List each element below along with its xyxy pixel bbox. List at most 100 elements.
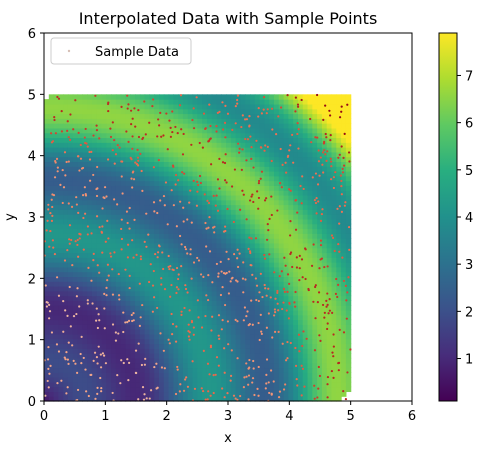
sample-point <box>183 172 186 175</box>
heatmap-cell <box>130 343 136 349</box>
sample-point <box>141 385 145 389</box>
heatmap-cell <box>293 305 299 311</box>
heatmap-cell <box>178 151 184 158</box>
sample-point <box>249 263 252 267</box>
heatmap-cell <box>192 290 198 297</box>
sample-point <box>106 263 110 266</box>
sample-point <box>278 390 282 393</box>
heatmap-cell <box>317 367 323 373</box>
heatmap-cell <box>168 99 174 105</box>
heatmap-cell <box>230 353 237 359</box>
heatmap-cell <box>269 113 275 119</box>
heatmap-cell <box>202 329 208 335</box>
heatmap-cell <box>345 309 352 316</box>
sample-point <box>298 279 301 282</box>
sample-point <box>149 263 152 266</box>
heatmap-cell <box>293 295 299 301</box>
heatmap-cell <box>321 108 328 115</box>
heatmap-cell <box>178 281 184 287</box>
heatmap-cell <box>77 329 83 335</box>
heatmap-cell <box>216 161 222 167</box>
sample-point <box>337 362 340 365</box>
heatmap-cell <box>67 94 74 100</box>
heatmap-cell <box>96 295 103 301</box>
heatmap-cell <box>125 151 131 158</box>
heatmap-cell <box>187 223 194 230</box>
heatmap-cell <box>293 156 299 163</box>
heatmap-cell <box>235 185 242 191</box>
sample-point <box>297 333 301 336</box>
heatmap-cell <box>302 286 309 292</box>
heatmap-cell <box>135 247 141 254</box>
heatmap-cell <box>307 357 313 364</box>
heatmap-cell <box>182 295 189 301</box>
heatmap-cell <box>82 252 88 258</box>
heatmap-cell <box>77 396 83 402</box>
heatmap-cell <box>139 194 146 201</box>
sample-points <box>43 93 352 402</box>
heatmap-cell <box>288 314 294 321</box>
heatmap-cell <box>168 286 174 292</box>
sample-point <box>107 237 110 240</box>
heatmap-cell <box>144 204 151 210</box>
heatmap-cell <box>67 118 74 124</box>
heatmap-cell <box>44 108 50 115</box>
heatmap-cell <box>312 266 318 273</box>
sample-point <box>285 171 288 174</box>
heatmap-cell <box>87 180 93 186</box>
heatmap-cell <box>48 223 55 230</box>
heatmap-cell <box>326 391 333 397</box>
heatmap-cell <box>101 271 107 278</box>
heatmap-cell <box>345 343 352 349</box>
heatmap-cell <box>58 118 64 124</box>
heatmap-cell <box>326 324 333 330</box>
heatmap-cell <box>149 218 155 225</box>
heatmap-cell <box>154 156 160 163</box>
heatmap-cell <box>168 238 174 244</box>
heatmap-cell <box>111 194 117 201</box>
heatmap-cell <box>111 286 117 292</box>
heatmap-cell <box>240 333 246 340</box>
heatmap-cell <box>317 295 323 301</box>
heatmap-cell <box>331 180 337 186</box>
sample-point <box>181 171 184 174</box>
heatmap-cell <box>44 372 50 378</box>
heatmap-cell <box>274 166 280 172</box>
heatmap-cell <box>115 209 122 215</box>
heatmap-cell <box>283 281 289 287</box>
heatmap-cell <box>278 166 285 172</box>
heatmap-cell <box>264 329 270 335</box>
heatmap-cell <box>168 166 174 172</box>
heatmap-cell <box>192 108 198 115</box>
heatmap-cell <box>283 156 289 163</box>
heatmap-cell <box>182 113 189 119</box>
heatmap-cell <box>82 242 88 249</box>
heatmap-cell <box>101 214 107 220</box>
heatmap-cell <box>101 156 107 163</box>
sample-point <box>96 264 99 267</box>
heatmap-cell <box>345 367 352 373</box>
sample-point <box>257 107 260 110</box>
heatmap-cell <box>178 137 184 143</box>
heatmap-cell <box>302 343 309 349</box>
heatmap-cell <box>130 286 136 292</box>
heatmap-cell <box>264 171 270 177</box>
heatmap-cell <box>211 118 218 124</box>
heatmap-cell <box>269 204 275 210</box>
heatmap-cell <box>168 324 174 330</box>
heatmap-cell <box>245 281 251 287</box>
heatmap-cell <box>77 290 83 297</box>
heatmap-cell <box>163 127 170 134</box>
sample-point <box>251 273 254 276</box>
heatmap-cell <box>230 386 237 393</box>
heatmap-cell <box>139 314 146 321</box>
heatmap-cell <box>182 209 189 215</box>
heatmap-cell <box>197 300 203 306</box>
heatmap-cell <box>63 132 69 139</box>
heatmap-cell <box>63 113 69 119</box>
heatmap-cell <box>321 190 328 196</box>
heatmap-cell <box>91 127 98 134</box>
heatmap-cell <box>144 362 151 369</box>
heatmap-cell <box>259 338 266 345</box>
heatmap-cell <box>139 391 146 397</box>
